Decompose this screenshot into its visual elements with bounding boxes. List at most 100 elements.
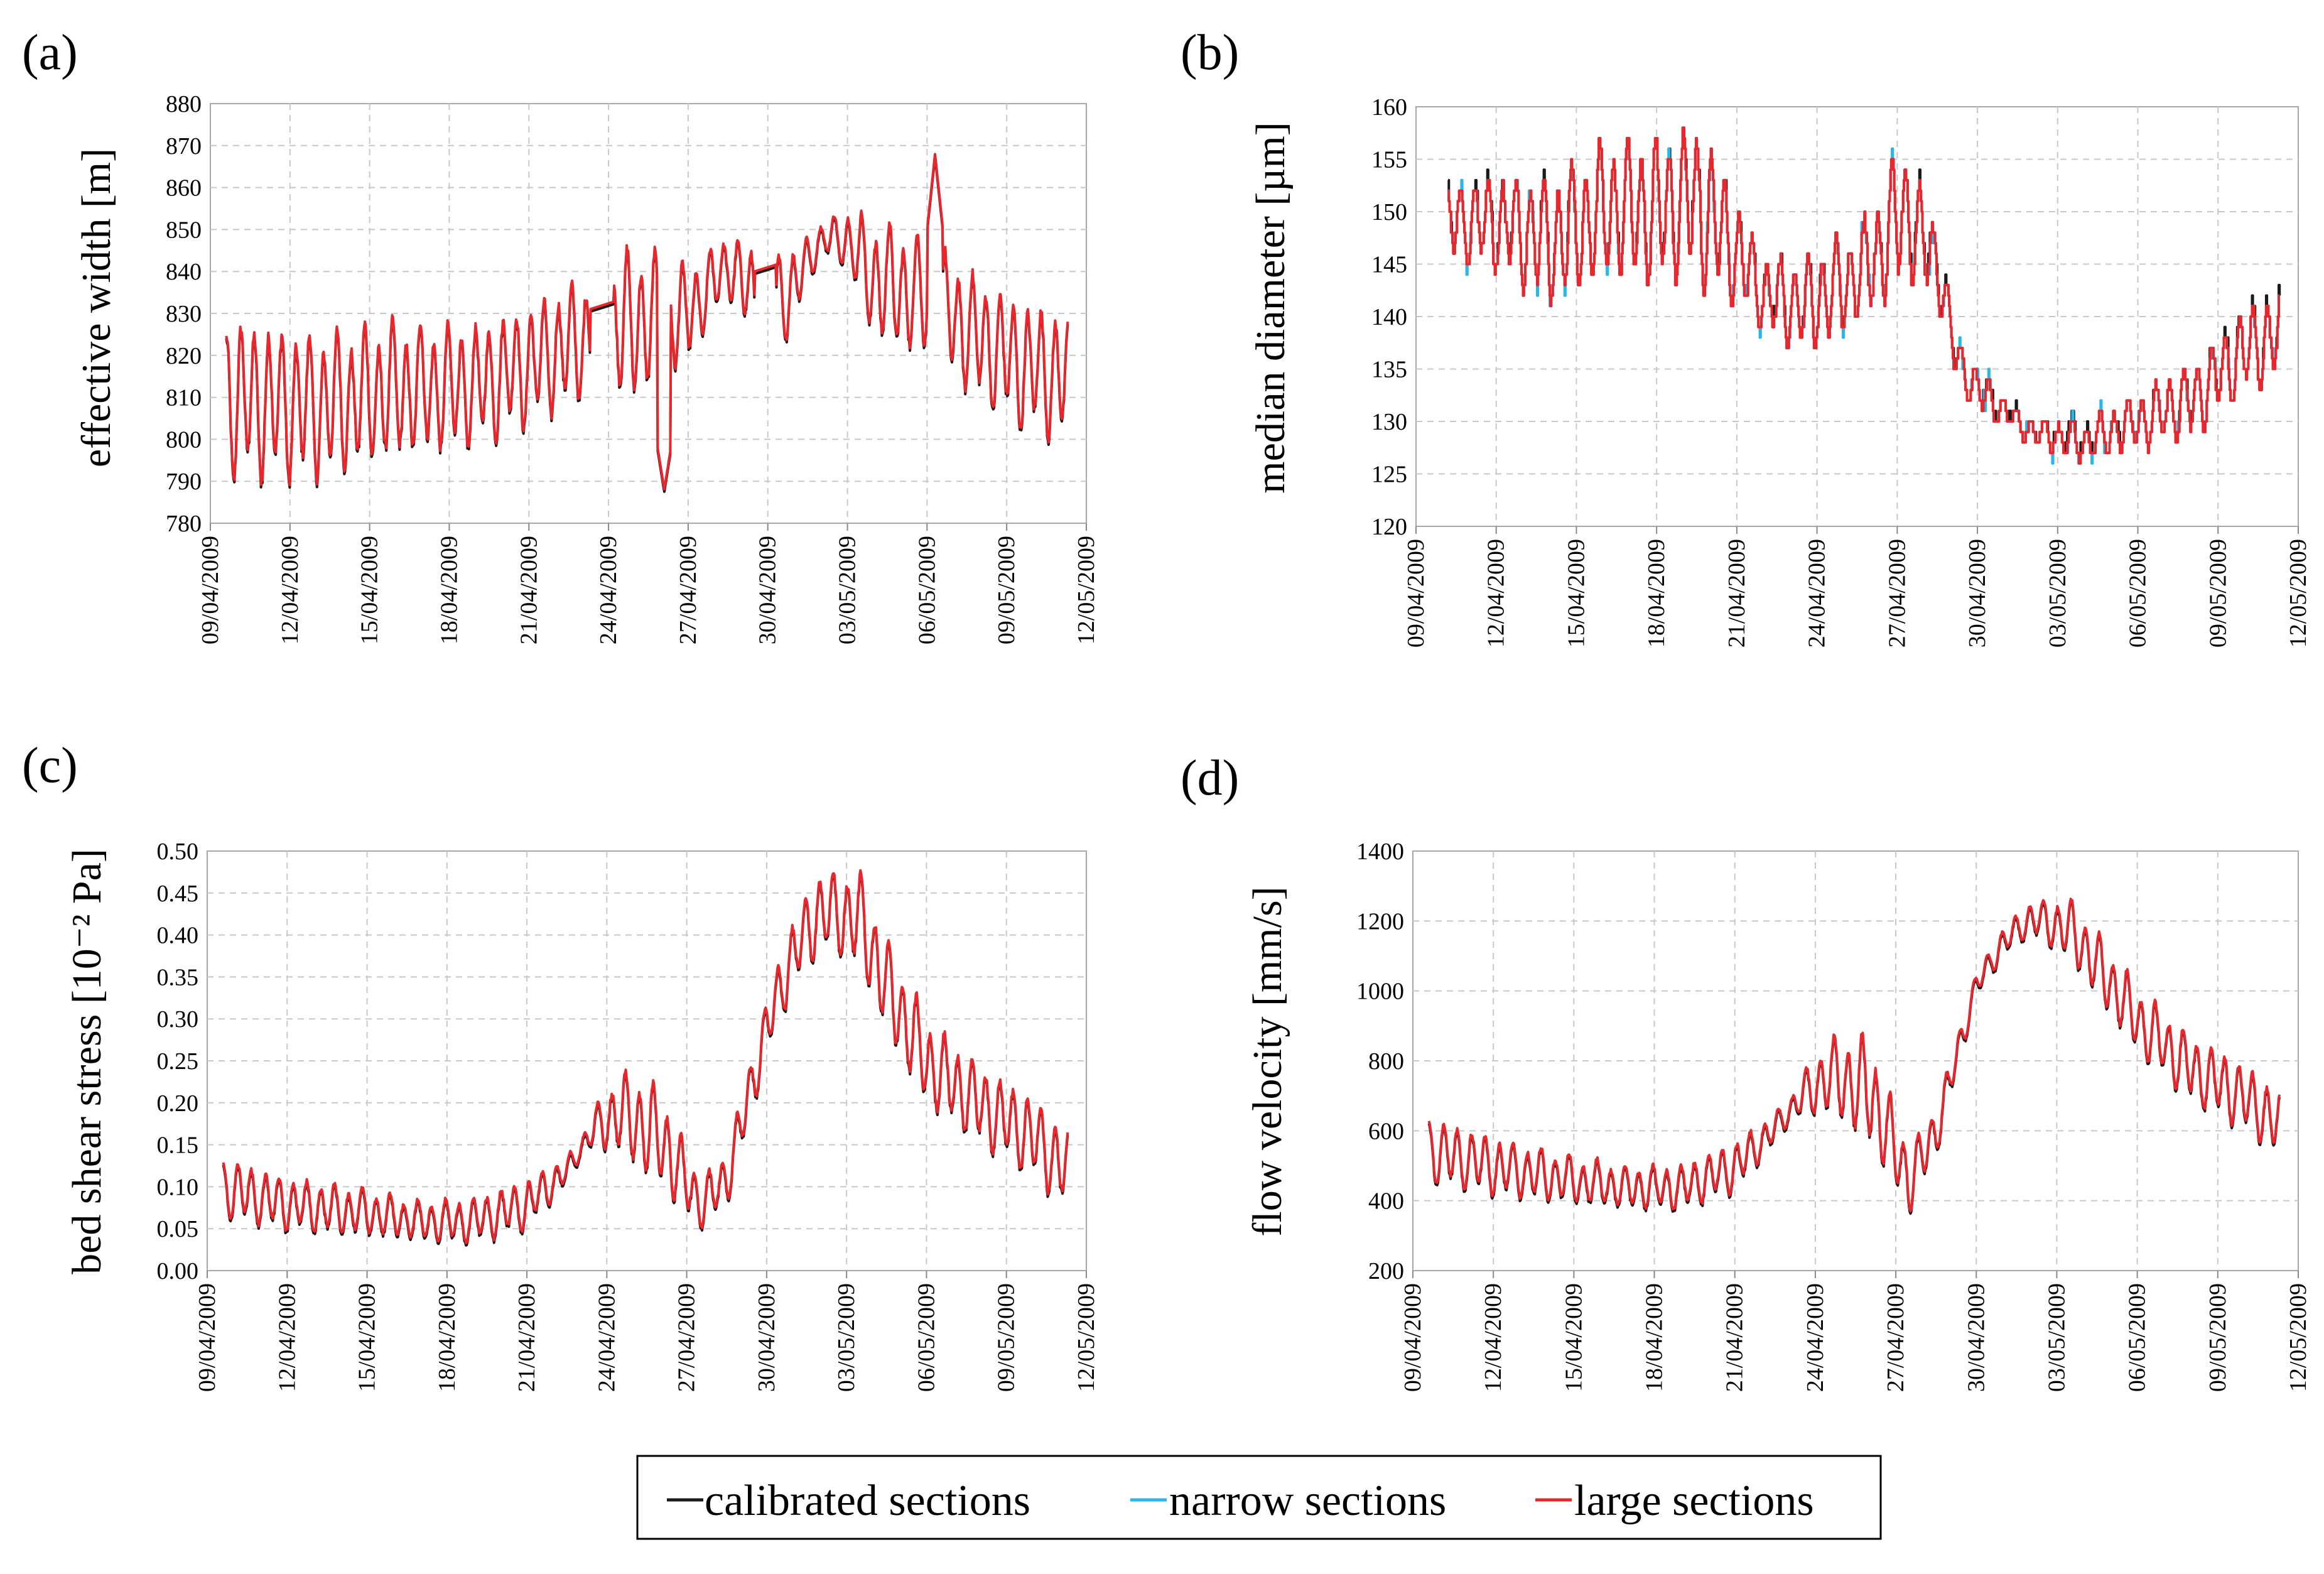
x-tick-label: 06/05/2009 [2124, 1283, 2151, 1392]
panel-a: (a) effective width [m] 780 790 800 810 820 8… [22, 25, 1100, 644]
series-line-large [1427, 898, 2281, 1213]
panel-label-d: (d) [1181, 751, 1239, 806]
x-tick-label: 06/05/2009 [2125, 539, 2151, 648]
x-tick-label: 03/05/2009 [2043, 1283, 2070, 1392]
x-ticks-c: 09/04/2009 12/04/2009 15/04/2009 18/04/2009… [194, 1271, 1100, 1392]
panel-c: (c) bed shear stress [10⁻² Pa] 0.00 0.05 0… [22, 738, 1100, 1392]
panel-label-b: (b) [1181, 25, 1239, 80]
y-tick-label: 0.50 [157, 839, 199, 865]
x-tick-label: 27/04/2009 [1884, 539, 1910, 648]
series-lines-c [222, 869, 1069, 1247]
x-tick-label: 21/04/2009 [1724, 539, 1750, 648]
y-tick-label: 860 [166, 175, 202, 202]
y-tick-label: 800 [1368, 1048, 1404, 1075]
legend-label-calibrated: calibrated sections [705, 1477, 1030, 1525]
y-tick-label: 0.00 [157, 1258, 199, 1284]
x-tick-label: 03/05/2009 [833, 1283, 860, 1392]
x-tick-label: 06/05/2009 [914, 536, 940, 644]
y-tick-label: 790 [166, 469, 202, 495]
x-tick-label: 12/05/2009 [1073, 1283, 1100, 1392]
x-tick-label: 12/05/2009 [1073, 536, 1100, 644]
y-axis-label-a: effective width [m] [73, 148, 119, 467]
y-axis-label-c: bed shear stress [10⁻² Pa] [64, 849, 110, 1274]
y-tick-label: 155 [1371, 147, 1407, 173]
y-tick-label: 150 [1371, 199, 1407, 225]
x-tick-label: 30/04/2009 [754, 1283, 780, 1392]
x-tick-label: 15/04/2009 [1560, 1283, 1587, 1392]
y-tick-label: 820 [166, 343, 202, 369]
x-tick-label: 12/05/2009 [2285, 539, 2311, 648]
y-axis-label-d: flow velocity [mm/s] [1245, 886, 1290, 1236]
gridlines-c [207, 851, 1086, 1271]
x-tick-label: 09/05/2009 [2205, 1283, 2231, 1392]
panel-label-a: (a) [22, 25, 78, 80]
y-tick-label: 870 [166, 133, 202, 160]
x-tick-label: 30/04/2009 [755, 536, 781, 644]
x-ticks-a: 09/04/2009 12/04/2009 15/04/2009 18/04/2009… [197, 523, 1100, 644]
gridlines-a [210, 104, 1086, 523]
y-ticks-b: 120 125 130 135 140 145 150 155 160 [1371, 94, 1407, 540]
x-tick-label: 15/04/2009 [1563, 539, 1589, 648]
x-tick-label: 12/05/2009 [2285, 1283, 2311, 1392]
y-tick-label: 160 [1371, 94, 1407, 121]
x-tick-label: 12/04/2009 [1480, 1283, 1506, 1392]
y-tick-label: 1400 [1356, 839, 1404, 865]
y-tick-label: 1000 [1356, 979, 1404, 1005]
y-ticks-d: 200 400 600 800 1000 1200 1400 [1356, 839, 1404, 1284]
x-tick-label: 03/05/2009 [835, 536, 861, 644]
y-tick-label: 200 [1368, 1258, 1404, 1284]
x-ticks-b: 09/04/2009 12/04/2009 15/04/2009 18/04/2009… [1403, 526, 2311, 648]
y-tick-label: 0.30 [157, 1006, 199, 1033]
y-tick-label: 130 [1371, 409, 1407, 435]
y-axis-label-b: median diameter [µm] [1248, 122, 1294, 493]
series-lines-a [225, 153, 1069, 493]
y-tick-label: 120 [1371, 514, 1407, 540]
x-tick-label: 03/05/2009 [2045, 539, 2071, 648]
series-line-large [225, 153, 1069, 491]
x-tick-label: 27/04/2009 [674, 1283, 700, 1392]
x-tick-label: 09/04/2009 [1400, 1283, 1426, 1392]
legend-label-large: large sections [1574, 1477, 1814, 1525]
x-tick-label: 12/04/2009 [1483, 539, 1510, 648]
x-tick-label: 27/04/2009 [675, 536, 701, 644]
y-tick-label: 400 [1368, 1188, 1404, 1215]
y-tick-label: 0.15 [157, 1132, 199, 1159]
x-tick-label: 30/04/2009 [1964, 539, 1991, 648]
panel-b: (b) median diameter [µm] 120 125 130 135 140… [1181, 25, 2311, 648]
legend: calibrated sections narrow sections larg… [636, 1455, 1882, 1540]
x-tick-label: 09/05/2009 [993, 1283, 1020, 1392]
y-tick-label: 0.40 [157, 923, 199, 949]
y-tick-label: 0.25 [157, 1048, 199, 1075]
y-tick-label: 125 [1371, 462, 1407, 488]
x-tick-label: 09/04/2009 [194, 1283, 220, 1392]
x-tick-label: 18/04/2009 [1641, 1283, 1668, 1392]
x-tick-label: 24/04/2009 [595, 536, 622, 644]
x-tick-label: 18/04/2009 [1643, 539, 1670, 648]
y-tick-label: 145 [1371, 252, 1407, 278]
y-tick-label: 810 [166, 385, 202, 411]
x-tick-label: 27/04/2009 [1883, 1283, 1909, 1392]
y-ticks-c: 0.00 0.05 0.10 0.15 0.20 0.25 0.30 0.35 0.40 0.45… [157, 839, 199, 1284]
x-ticks-d: 09/04/2009 12/04/2009 15/04/2009 18/04/2009… [1400, 1271, 2311, 1392]
legend-box [636, 1455, 1882, 1540]
series-lines-d [1427, 898, 2281, 1215]
y-tick-label: 880 [166, 91, 202, 117]
y-tick-label: 0.10 [157, 1174, 199, 1200]
x-tick-label: 24/04/2009 [1802, 1283, 1829, 1392]
x-tick-label: 15/04/2009 [357, 536, 383, 644]
y-tick-label: 850 [166, 217, 202, 243]
x-tick-label: 21/04/2009 [514, 1283, 540, 1392]
y-tick-label: 0.05 [157, 1216, 199, 1242]
y-tick-label: 600 [1368, 1118, 1404, 1144]
y-tick-label: 140 [1371, 304, 1407, 330]
x-tick-label: 21/04/2009 [516, 536, 542, 644]
x-tick-label: 09/05/2009 [2205, 539, 2231, 648]
x-tick-label: 09/05/2009 [993, 536, 1020, 644]
panel-label-c: (c) [22, 738, 78, 793]
x-tick-label: 06/05/2009 [913, 1283, 939, 1392]
y-tick-label: 135 [1371, 357, 1407, 383]
x-tick-label: 24/04/2009 [1804, 539, 1830, 648]
legend-label-narrow: narrow sections [1169, 1477, 1446, 1525]
y-tick-label: 1200 [1356, 908, 1404, 935]
